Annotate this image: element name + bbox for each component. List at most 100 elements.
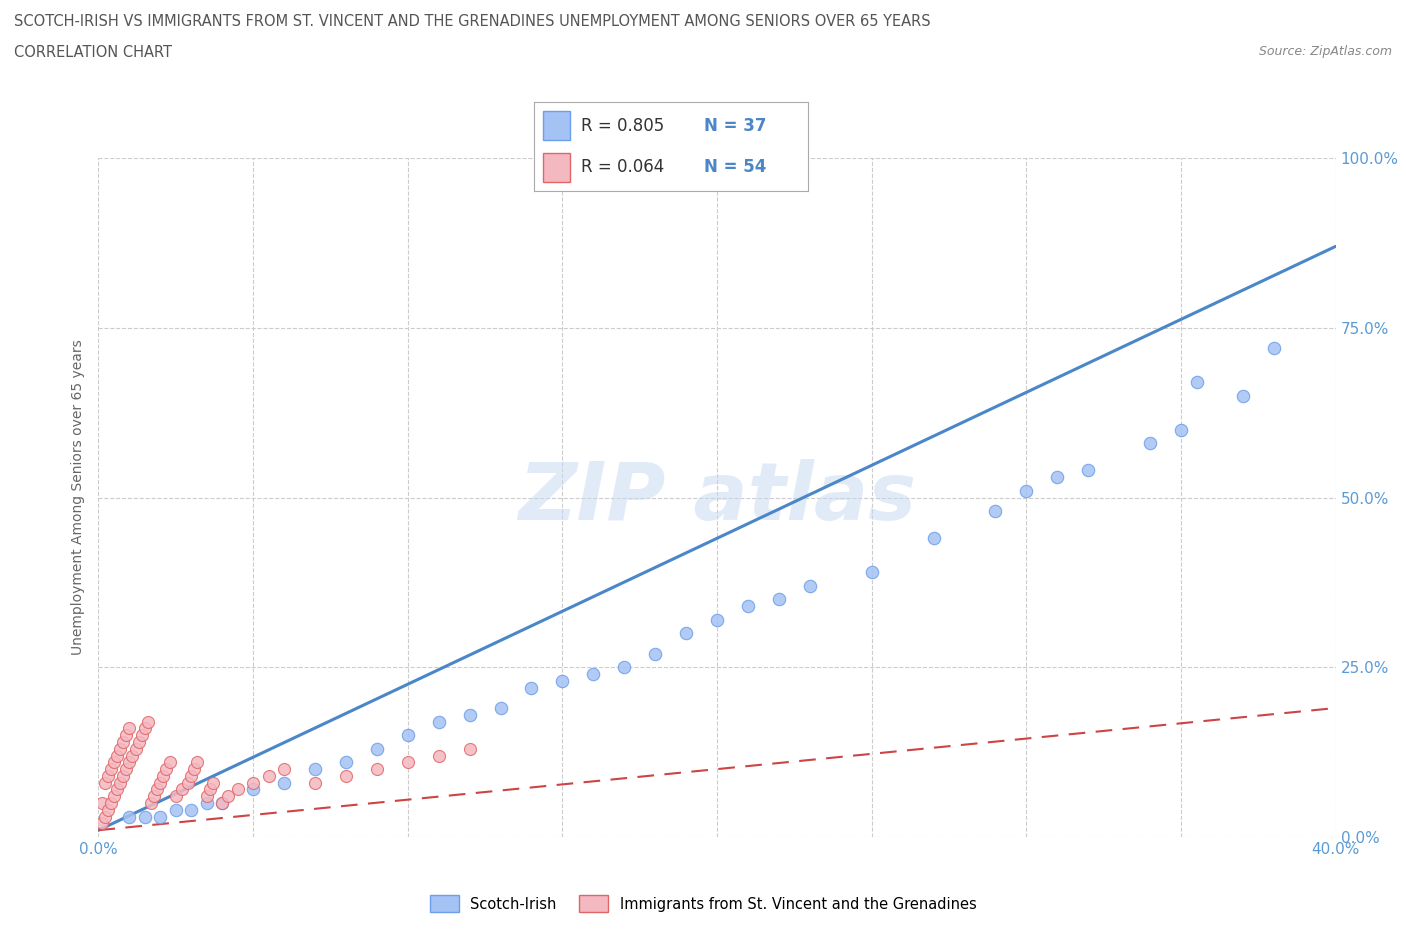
- Point: [170, 782, 193, 797]
- Point: [90, 816, 112, 830]
- Point: [613, 660, 636, 675]
- Point: [582, 667, 605, 682]
- Point: [121, 748, 143, 763]
- Point: [427, 714, 450, 729]
- Point: [118, 809, 141, 824]
- Point: [201, 776, 224, 790]
- Y-axis label: Unemployment Among Seniors over 65 years: Unemployment Among Seniors over 65 years: [72, 339, 86, 656]
- Point: [195, 796, 218, 811]
- Point: [159, 755, 181, 770]
- Text: Source: ZipAtlas.com: Source: ZipAtlas.com: [1258, 45, 1392, 58]
- Point: [273, 776, 295, 790]
- Point: [118, 721, 141, 736]
- Point: [1077, 463, 1099, 478]
- Point: [186, 755, 208, 770]
- Point: [93, 809, 115, 824]
- Point: [922, 531, 945, 546]
- Point: [1015, 484, 1038, 498]
- Point: [128, 735, 150, 750]
- Point: [366, 741, 388, 756]
- Point: [90, 796, 112, 811]
- Point: [335, 768, 357, 783]
- Text: ZIP atlas: ZIP atlas: [517, 458, 917, 537]
- Point: [1139, 436, 1161, 451]
- Point: [139, 796, 162, 811]
- Point: [396, 755, 419, 770]
- Text: R = 0.064: R = 0.064: [581, 158, 664, 176]
- Point: [97, 768, 120, 783]
- Legend: Scotch-Irish, Immigrants from St. Vincent and the Grenadines: Scotch-Irish, Immigrants from St. Vincen…: [423, 890, 983, 918]
- Point: [458, 741, 481, 756]
- Point: [427, 748, 450, 763]
- Point: [124, 741, 146, 756]
- Point: [198, 782, 221, 797]
- Text: CORRELATION CHART: CORRELATION CHART: [14, 45, 172, 60]
- Point: [100, 762, 122, 777]
- Point: [97, 803, 120, 817]
- Point: [165, 803, 187, 817]
- Point: [226, 782, 249, 797]
- FancyBboxPatch shape: [543, 153, 569, 182]
- Point: [1170, 422, 1192, 437]
- Point: [118, 755, 141, 770]
- Point: [273, 762, 295, 777]
- Point: [242, 776, 264, 790]
- Point: [257, 768, 280, 783]
- Point: [115, 727, 138, 742]
- Point: [706, 612, 728, 627]
- Point: [146, 782, 169, 797]
- Point: [984, 504, 1007, 519]
- Point: [112, 735, 135, 750]
- Point: [183, 762, 205, 777]
- Point: [304, 762, 326, 777]
- Point: [366, 762, 388, 777]
- Point: [134, 721, 156, 736]
- Point: [149, 776, 172, 790]
- Point: [134, 809, 156, 824]
- Point: [105, 748, 128, 763]
- Point: [136, 714, 159, 729]
- Point: [458, 708, 481, 723]
- Point: [195, 789, 218, 804]
- Point: [304, 776, 326, 790]
- Point: [799, 578, 821, 593]
- Point: [131, 727, 153, 742]
- Text: SCOTCH-IRISH VS IMMIGRANTS FROM ST. VINCENT AND THE GRENADINES UNEMPLOYMENT AMON: SCOTCH-IRISH VS IMMIGRANTS FROM ST. VINC…: [14, 14, 931, 29]
- Point: [108, 776, 131, 790]
- Point: [211, 796, 233, 811]
- Point: [768, 592, 790, 607]
- Point: [93, 776, 115, 790]
- Point: [1185, 375, 1208, 390]
- Text: N = 37: N = 37: [704, 117, 766, 135]
- Point: [149, 809, 172, 824]
- Point: [165, 789, 187, 804]
- Point: [155, 762, 177, 777]
- Point: [396, 727, 419, 742]
- Point: [551, 673, 574, 688]
- Point: [177, 776, 200, 790]
- Point: [100, 796, 122, 811]
- FancyBboxPatch shape: [543, 112, 569, 140]
- Point: [103, 789, 125, 804]
- Point: [180, 768, 202, 783]
- Point: [103, 755, 125, 770]
- Text: N = 54: N = 54: [704, 158, 766, 176]
- Point: [520, 680, 543, 695]
- Point: [1263, 340, 1285, 355]
- Point: [737, 599, 759, 614]
- Point: [217, 789, 239, 804]
- Point: [143, 789, 166, 804]
- Point: [180, 803, 202, 817]
- Point: [108, 741, 131, 756]
- Point: [1232, 389, 1254, 404]
- Point: [115, 762, 138, 777]
- Point: [105, 782, 128, 797]
- Point: [152, 768, 174, 783]
- Point: [644, 646, 666, 661]
- Point: [675, 626, 697, 641]
- Point: [112, 768, 135, 783]
- Point: [211, 796, 233, 811]
- Point: [335, 755, 357, 770]
- Point: [242, 782, 264, 797]
- Text: R = 0.805: R = 0.805: [581, 117, 664, 135]
